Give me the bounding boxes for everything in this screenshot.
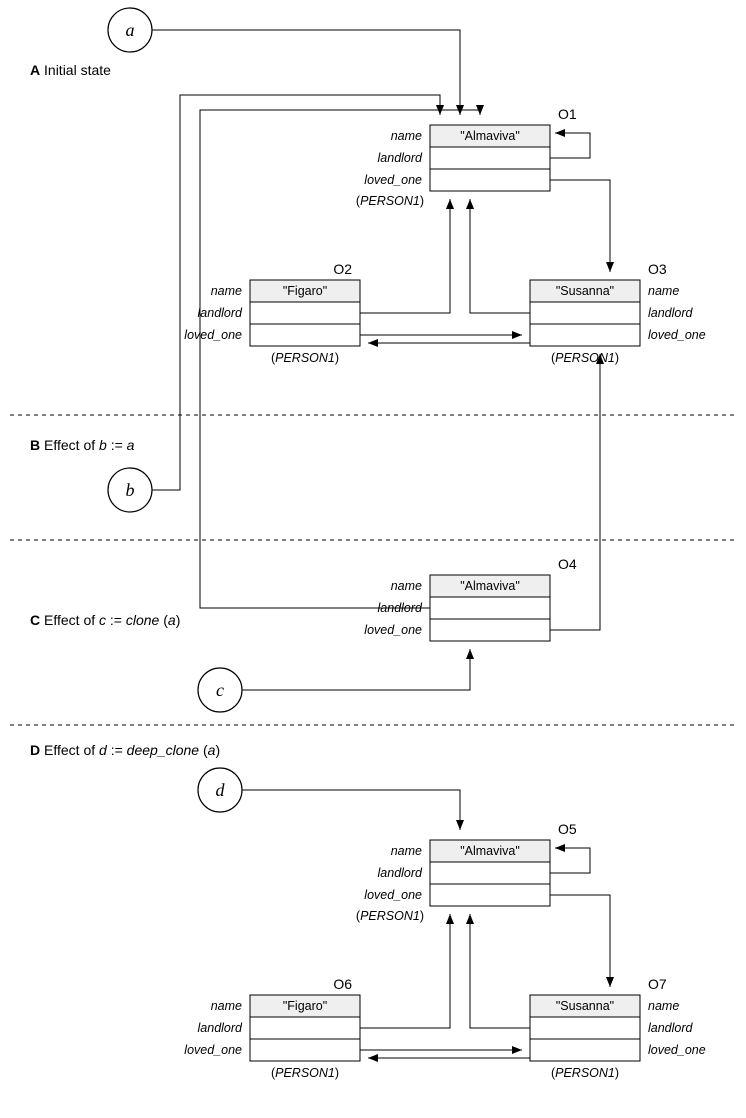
object-name-value: "Almaviva"	[460, 579, 520, 593]
attr-label: loved_one	[364, 173, 422, 187]
object-title: O7	[648, 976, 667, 992]
arrowhead	[446, 199, 454, 209]
section-A: A Initial state	[30, 62, 111, 78]
section-C: C Effect of c := clone (a)	[30, 612, 180, 628]
object-type: (PERSON1)	[271, 1066, 339, 1080]
object-type: (PERSON1)	[271, 351, 339, 365]
var-label: d	[216, 780, 226, 800]
edge-c-O4	[242, 649, 470, 690]
attr-label: loved_one	[364, 623, 422, 637]
arrowhead	[368, 1054, 378, 1062]
section-B: B Effect of b := a	[30, 437, 135, 453]
edge-O3-landlord-O1	[470, 199, 530, 313]
arrowhead	[606, 977, 614, 987]
object-name-value: "Almaviva"	[460, 129, 520, 143]
arrowhead	[466, 649, 474, 659]
var-label: a	[126, 20, 135, 40]
object-type: (PERSON1)	[356, 194, 424, 208]
arrowhead	[512, 1046, 522, 1054]
attr-label: name	[211, 284, 242, 298]
edge-a-O1	[152, 30, 460, 115]
object-name-value: "Figaro"	[283, 284, 327, 298]
edge-O1-landlord-self	[550, 133, 590, 158]
attr-label: name	[211, 999, 242, 1013]
object-O7: "Susanna" O7 name landlord loved_one (PERSON1…	[530, 976, 706, 1080]
object-type: (PERSON1)	[551, 351, 619, 365]
var-label: c	[216, 680, 224, 700]
arrowhead	[466, 199, 474, 209]
attr-label: name	[391, 129, 422, 143]
edge-O5-landlord-self	[550, 848, 590, 873]
attr-label: loved_one	[184, 328, 242, 342]
edge-O5-loved-O7	[550, 895, 610, 987]
object-O3: "Susanna" O3 name landlord loved_one (PERSON1…	[530, 261, 706, 365]
attr-label: landlord	[378, 601, 424, 615]
object-name-value: "Susanna"	[556, 999, 614, 1013]
arrowhead	[368, 339, 378, 347]
object-title: O5	[558, 821, 577, 837]
object-title: O4	[558, 556, 577, 572]
attr-label: landlord	[198, 1021, 244, 1035]
edge-d-O5	[242, 790, 460, 830]
object-type: (PERSON1)	[356, 909, 424, 923]
attr-label: landlord	[378, 866, 424, 880]
edge-O2-landlord-O1	[360, 199, 450, 313]
edge-O1-loved-O3	[550, 180, 610, 272]
object-name-value: "Figaro"	[283, 999, 327, 1013]
attr-label: loved_one	[648, 1043, 706, 1057]
object-title: O1	[558, 106, 577, 122]
object-type: (PERSON1)	[551, 1066, 619, 1080]
attr-label: landlord	[648, 1021, 694, 1035]
object-name-value: "Susanna"	[556, 284, 614, 298]
attr-label: landlord	[378, 151, 424, 165]
attr-label: loved_one	[184, 1043, 242, 1057]
object-title: O3	[648, 261, 667, 277]
section-D: D Effect of d := deep_clone (a)	[30, 742, 220, 758]
arrowhead	[446, 914, 454, 924]
attr-label: loved_one	[364, 888, 422, 902]
object-O5: "Almaviva" O5 name landlord loved_one (PERSON…	[356, 821, 577, 923]
arrowhead	[466, 914, 474, 924]
edge-O6-landlord-O5	[360, 914, 450, 1028]
object-title: O2	[333, 261, 352, 277]
object-O1: "Almaviva" O1 name landlord loved_one (PERSON…	[356, 106, 577, 208]
attr-label: landlord	[648, 306, 694, 320]
object-title: O6	[333, 976, 352, 992]
object-name-value: "Almaviva"	[460, 844, 520, 858]
arrowhead	[606, 262, 614, 272]
object-O6: "Figaro" O6 name landlord loved_one (PERSON1)	[184, 976, 360, 1080]
attr-label: loved_one	[648, 328, 706, 342]
attr-label: name	[391, 579, 422, 593]
edge-O4-loved-O3	[550, 354, 600, 630]
attr-label: landlord	[198, 306, 244, 320]
attr-label: name	[648, 284, 679, 298]
arrowhead	[512, 331, 522, 339]
object-O2: "Figaro" O2 name landlord loved_one (PERSON1)	[184, 261, 360, 365]
arrowhead	[555, 844, 565, 852]
arrowhead	[555, 129, 565, 137]
var-label: b	[126, 480, 135, 500]
attr-label: name	[648, 999, 679, 1013]
object-O4: "Almaviva" O4 name landlord loved_one	[364, 556, 577, 641]
edge-O7-landlord-O5	[470, 914, 530, 1028]
arrowhead	[456, 820, 464, 830]
attr-label: name	[391, 844, 422, 858]
